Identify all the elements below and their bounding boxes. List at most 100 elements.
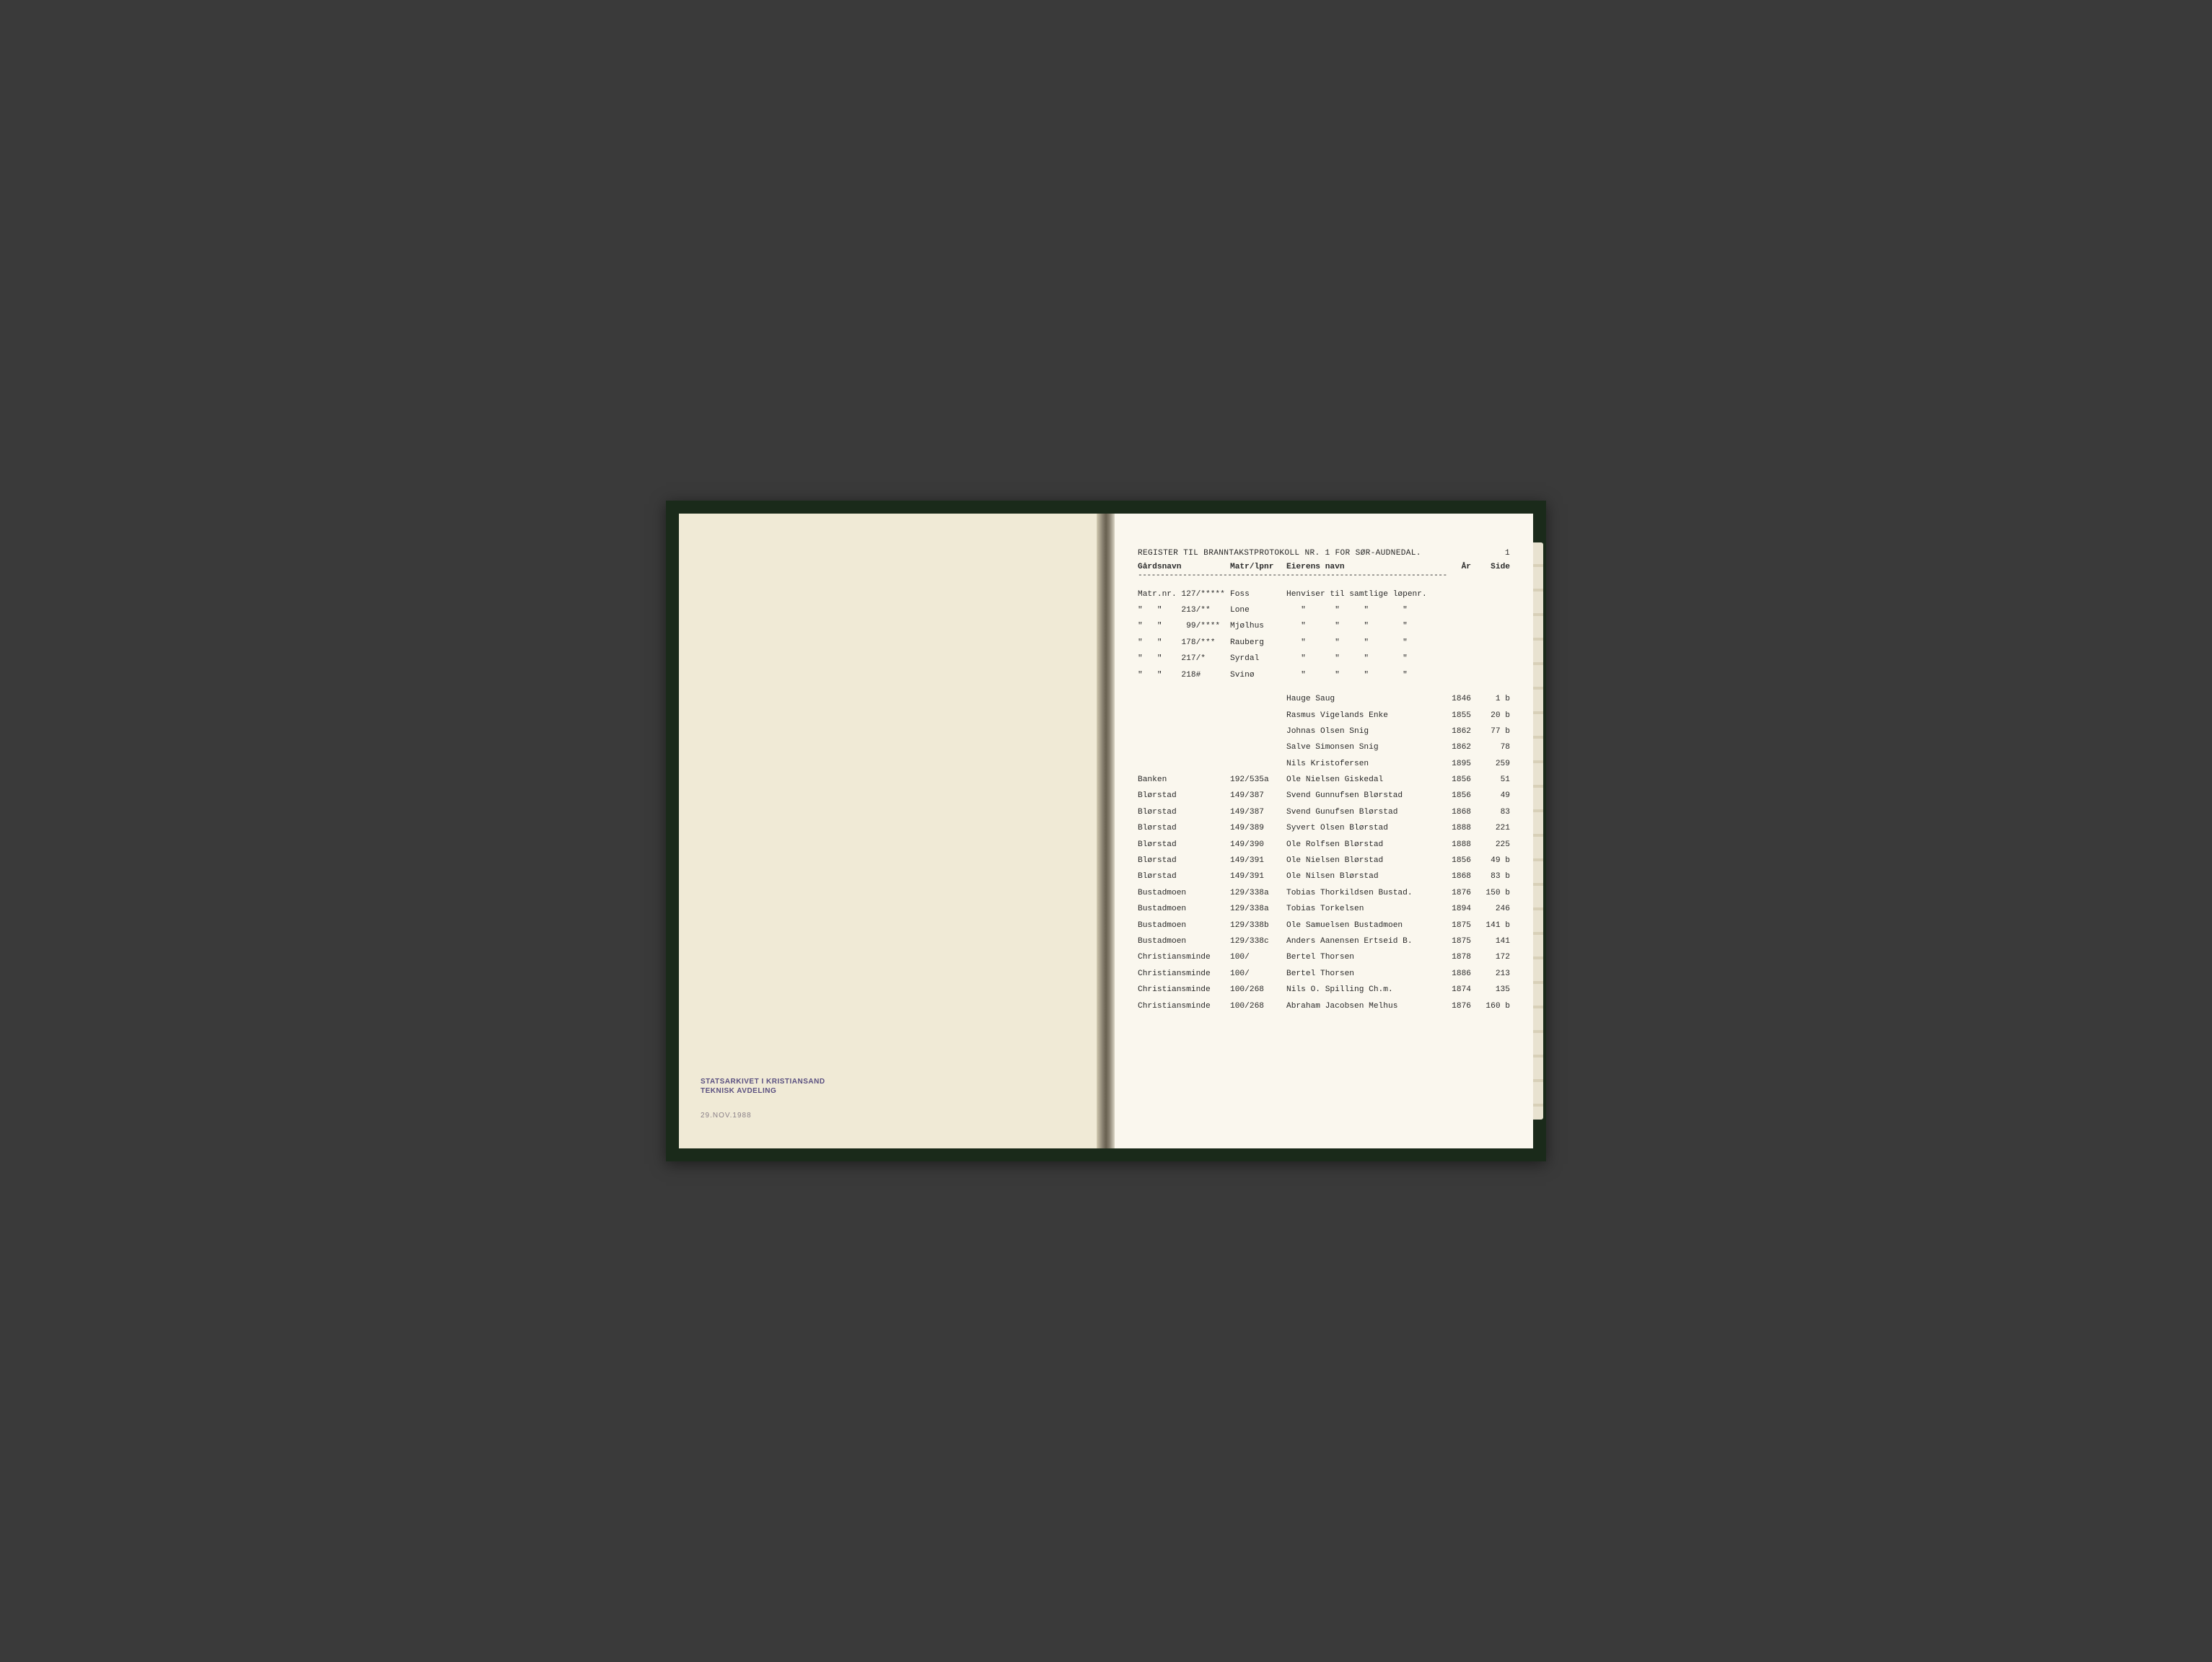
cell-side: 172 <box>1471 954 1510 962</box>
cell-side: 160 b <box>1471 1003 1510 1011</box>
cell-matr: 129/338b <box>1230 922 1286 930</box>
cell-matr: 100/ <box>1230 954 1286 962</box>
header-matr: Matr/lpnr <box>1230 563 1286 571</box>
cell-matr: 192/535a <box>1230 776 1286 784</box>
cell-matr <box>1230 728 1286 736</box>
cell-gardsnavn: Christiansminde <box>1138 986 1230 994</box>
cell-matr: 129/338a <box>1230 905 1286 913</box>
cell-navn: " " " " <box>1286 672 1439 680</box>
cell-navn: Ole Nielsen Giskedal <box>1286 776 1439 784</box>
cell-ar: 1874 <box>1439 986 1471 994</box>
table-row: Blørstad149/390Ole Rolfsen Blørstad18882… <box>1138 841 1510 849</box>
cell-gardsnavn: Bustadmoen <box>1138 938 1230 946</box>
cell-gardsnavn: " " 213/** <box>1138 607 1230 615</box>
table-row: Salve Simonsen Snig186278 <box>1138 744 1510 752</box>
cell-navn: Hauge Saug <box>1286 695 1439 703</box>
book-spine <box>1097 514 1115 1148</box>
cell-side: 49 <box>1471 792 1510 800</box>
cell-matr: 149/390 <box>1230 841 1286 849</box>
cell-ar <box>1439 655 1471 663</box>
cell-ar: 1856 <box>1439 857 1471 865</box>
left-page: STATSARKIVET I KRISTIANSAND TEKNISK AVDE… <box>679 514 1097 1148</box>
cell-side: 135 <box>1471 986 1510 994</box>
cell-gardsnavn <box>1138 695 1230 703</box>
cell-side <box>1471 607 1510 615</box>
cell-gardsnavn: Christiansminde <box>1138 970 1230 978</box>
table-row: Rasmus Vigelands Enke185520 b <box>1138 712 1510 720</box>
cell-gardsnavn: Blørstad <box>1138 792 1230 800</box>
cell-navn: " " " " <box>1286 655 1439 663</box>
cell-matr: Svinø <box>1230 672 1286 680</box>
cell-side: 20 b <box>1471 712 1510 720</box>
cell-matr: Syrdal <box>1230 655 1286 663</box>
cell-navn: Bertel Thorsen <box>1286 954 1439 962</box>
cell-gardsnavn: Blørstad <box>1138 841 1230 849</box>
cell-navn: " " " " <box>1286 623 1439 630</box>
table-row: Bustadmoen129/338aTobias Thorkildsen Bus… <box>1138 889 1510 897</box>
cell-gardsnavn: Blørstad <box>1138 873 1230 881</box>
table-row: " " 217/*Syrdal " " " " <box>1138 655 1510 663</box>
cell-ar: 1888 <box>1439 841 1471 849</box>
column-headers: Gårdsnavn Matr/lpnr Eierens navn År Side <box>1138 563 1510 571</box>
cell-navn: " " " " <box>1286 607 1439 615</box>
cell-side: 259 <box>1471 760 1510 768</box>
cell-side: 225 <box>1471 841 1510 849</box>
table-row: Banken192/535aOle Nielsen Giskedal185651 <box>1138 776 1510 784</box>
book-spread: STATSARKIVET I KRISTIANSAND TEKNISK AVDE… <box>666 501 1546 1161</box>
table-row: Bustadmoen129/338cAnders Aanensen Ertsei… <box>1138 938 1510 946</box>
table-row: " " 213/**Lone " " " " <box>1138 607 1510 615</box>
cell-matr: 129/338c <box>1230 938 1286 946</box>
cell-gardsnavn: Bustadmoen <box>1138 922 1230 930</box>
page-edge-tabs <box>1533 542 1543 1120</box>
cell-navn: Nils O. Spilling Ch.m. <box>1286 986 1439 994</box>
table-row: Hauge Saug18461 b <box>1138 695 1510 703</box>
cell-navn: Svend Gunufsen Blørstad <box>1286 809 1439 817</box>
cell-side: 150 b <box>1471 889 1510 897</box>
cell-navn: Tobias Thorkildsen Bustad. <box>1286 889 1439 897</box>
table-row: Christiansminde100/Bertel Thorsen1878172 <box>1138 954 1510 962</box>
cell-ar: 1886 <box>1439 970 1471 978</box>
cell-ar <box>1439 591 1471 599</box>
cell-ar: 1894 <box>1439 905 1471 913</box>
cell-ar: 1862 <box>1439 744 1471 752</box>
cell-ar: 1856 <box>1439 776 1471 784</box>
cell-side <box>1471 623 1510 630</box>
cell-side: 141 b <box>1471 922 1510 930</box>
cell-side: 141 <box>1471 938 1510 946</box>
cell-gardsnavn: Christiansminde <box>1138 1003 1230 1011</box>
cell-side <box>1471 672 1510 680</box>
cell-matr: 129/338a <box>1230 889 1286 897</box>
cell-side: 246 <box>1471 905 1510 913</box>
cell-ar: 1856 <box>1439 792 1471 800</box>
cell-ar <box>1439 639 1471 647</box>
table-row: Johnas Olsen Snig186277 b <box>1138 728 1510 736</box>
cell-ar <box>1439 672 1471 680</box>
cell-gardsnavn: " " 99/**** <box>1138 623 1230 630</box>
cell-side: 49 b <box>1471 857 1510 865</box>
table-row: " " 218#Svinø " " " " <box>1138 672 1510 680</box>
cell-side: 78 <box>1471 744 1510 752</box>
cell-ar <box>1439 623 1471 630</box>
cell-navn: Johnas Olsen Snig <box>1286 728 1439 736</box>
cell-ar <box>1439 607 1471 615</box>
cell-ar: 1862 <box>1439 728 1471 736</box>
cell-navn: Ole Nilsen Blørstad <box>1286 873 1439 881</box>
cell-navn: Ole Samuelsen Bustadmoen <box>1286 922 1439 930</box>
cell-matr <box>1230 695 1286 703</box>
table-row: Blørstad149/387Svend Gunufsen Blørstad18… <box>1138 809 1510 817</box>
cell-side: 77 b <box>1471 728 1510 736</box>
cell-navn: " " " " <box>1286 639 1439 647</box>
cell-ar: 1875 <box>1439 922 1471 930</box>
header-side: Side <box>1471 563 1510 571</box>
cell-ar: 1855 <box>1439 712 1471 720</box>
cell-gardsnavn: Blørstad <box>1138 809 1230 817</box>
cell-gardsnavn <box>1138 728 1230 736</box>
cell-gardsnavn: Bustadmoen <box>1138 905 1230 913</box>
cell-side: 83 b <box>1471 873 1510 881</box>
table-row: Blørstad149/391Ole Nilsen Blørstad186883… <box>1138 873 1510 881</box>
register-content: REGISTER TIL BRANNTAKSTPROTOKOLL NR. 1 F… <box>1115 514 1533 1033</box>
table-row: " " 99/****Mjølhus " " " " <box>1138 623 1510 630</box>
table-row: Matr.nr. 127/*****FossHenviser til samtl… <box>1138 591 1510 599</box>
cell-matr: 149/391 <box>1230 857 1286 865</box>
cell-matr <box>1230 744 1286 752</box>
